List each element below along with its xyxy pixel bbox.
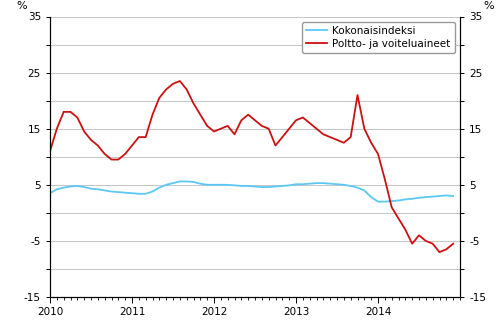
Line: Poltto- ja voiteluaineet: Poltto- ja voiteluaineet bbox=[50, 81, 453, 252]
Kokonaisindeksi bbox=[47, 191, 53, 195]
Text: %: % bbox=[484, 1, 494, 11]
Poltto- ja voiteluaineet bbox=[450, 242, 456, 246]
Kokonaisindeksi bbox=[150, 189, 156, 193]
Text: %: % bbox=[16, 1, 26, 11]
Kokonaisindeksi bbox=[116, 190, 121, 194]
Line: Kokonaisindeksi: Kokonaisindeksi bbox=[50, 182, 453, 202]
Poltto- ja voiteluaineet bbox=[306, 121, 312, 125]
Poltto- ja voiteluaineet bbox=[116, 158, 121, 162]
Poltto- ja voiteluaineet bbox=[190, 102, 196, 106]
Kokonaisindeksi bbox=[375, 200, 381, 204]
Kokonaisindeksi bbox=[306, 182, 312, 186]
Legend: Kokonaisindeksi, Poltto- ja voiteluaineet: Kokonaisindeksi, Poltto- ja voiteluainee… bbox=[302, 22, 455, 53]
Kokonaisindeksi bbox=[163, 183, 169, 187]
Poltto- ja voiteluaineet bbox=[47, 149, 53, 153]
Kokonaisindeksi bbox=[184, 180, 190, 183]
Kokonaisindeksi bbox=[450, 194, 456, 198]
Kokonaisindeksi bbox=[190, 180, 196, 184]
Poltto- ja voiteluaineet bbox=[184, 87, 190, 91]
Kokonaisindeksi bbox=[177, 180, 183, 183]
Poltto- ja voiteluaineet bbox=[150, 113, 156, 117]
Poltto- ja voiteluaineet bbox=[436, 250, 442, 254]
Poltto- ja voiteluaineet bbox=[177, 79, 183, 83]
Poltto- ja voiteluaineet bbox=[163, 87, 169, 91]
